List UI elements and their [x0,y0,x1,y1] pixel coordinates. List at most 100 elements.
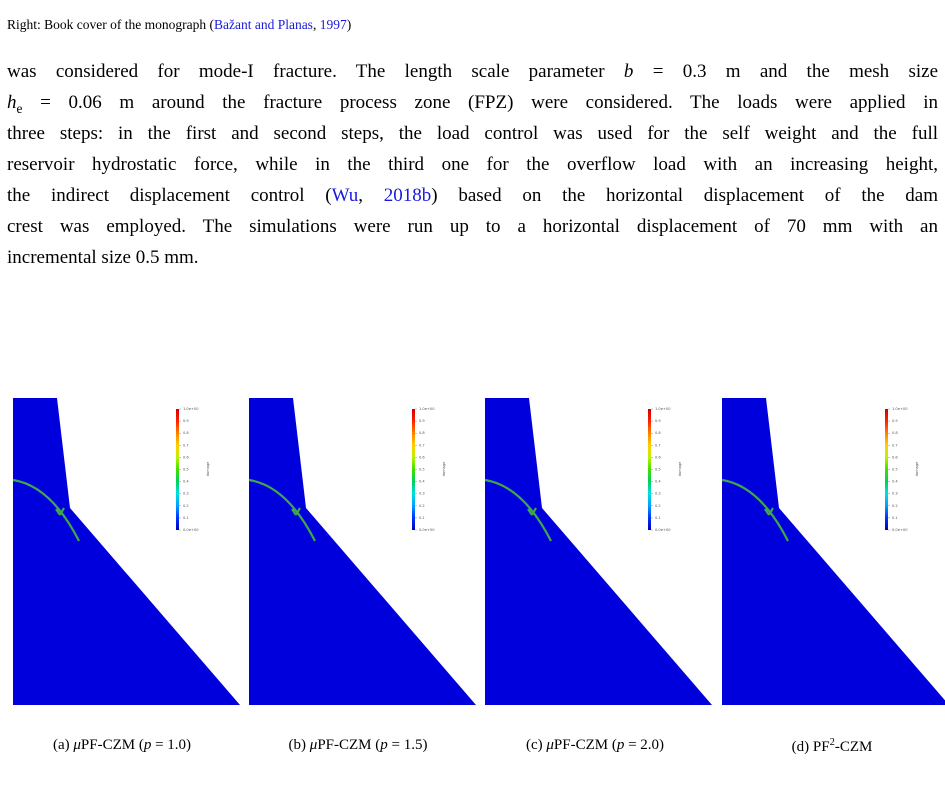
damage-contour-plot: 1.0e+00 0.9 0.8 0.7 0.6 0.5 0.4 0.3 0.2 0.1 0.0e+0… [249,398,476,705]
colorbar-label: 0.3 [892,492,898,496]
colorbar-label: 0.8 [183,431,189,435]
citation-link[interactable]: Bažant and Planas [213,17,313,32]
colorbar-label: 0.7 [892,443,898,447]
subfigure-caption: (c) μPF-CZM (p = 2.0) [477,737,713,754]
text-run: = 1.0) [151,737,192,753]
colorbar-label: 0.9 [419,419,425,423]
colorbar-title: damage [206,461,210,476]
text-run: μ [546,737,554,753]
text-run: ) [346,17,352,32]
text-run: μ [309,737,318,753]
colorbar-label: 0.4 [419,480,425,484]
colorbar-label: 0.5 [892,468,898,472]
colorbar-label: 0.1 [892,516,898,520]
crack [13,478,80,542]
crack [722,478,789,542]
text-line: three steps: in the first and second ste… [7,123,938,145]
text-run: p [616,737,625,753]
text-run: incremental size 0.5 mm. [7,247,199,268]
text-line: the indirect displacement control (Wu, 2… [7,185,938,207]
text-line: was considered for mode-I fracture. The … [7,61,938,83]
colorbar-label: 0.3 [183,492,189,496]
colorbar-label: 0.7 [183,443,189,447]
colorbar-label: 1.0e+00 [655,407,671,411]
colorbar-label: 0.2 [892,504,898,508]
colorbar-label: 0.1 [655,516,661,520]
damage-contour-plot: 1.0e+00 0.9 0.8 0.7 0.6 0.5 0.4 0.3 0.2 0.1 0.0e+0… [485,398,712,705]
damage-contour-plot: 1.0e+00 0.9 0.8 0.7 0.6 0.5 0.4 0.3 0.2 0.1 0.0e+0… [722,398,945,705]
subfigure-caption: (d) PF2-CZM [714,737,945,756]
text-run: Right: Book cover of the monograph ( [7,17,214,32]
dam-body [485,398,712,705]
dam-body [722,398,945,705]
text-run: was considered for mode-I fracture. The … [7,61,624,82]
colorbar-title: damage [442,461,446,476]
text-line: incremental size 0.5 mm. [7,247,938,269]
text-run: = 0.3 m and the mesh size [633,61,938,82]
colorbar-label: 0.5 [655,468,661,472]
colorbar [648,409,651,530]
colorbar-label: 0.2 [419,504,425,508]
colorbar [176,409,179,530]
colorbar-label: 0.4 [892,480,898,484]
subfigure-caption: (a) μPF-CZM (p = 1.0) [4,737,240,754]
colorbar-label: 0.2 [655,504,661,508]
text-run: h [7,92,17,113]
colorbar-label: 0.8 [419,431,425,435]
text-run: = 2.0) [624,737,665,753]
text-run: -CZM [834,739,873,755]
colorbar-label: 0.9 [655,419,661,423]
colorbar [412,409,415,530]
text-run: = 0.06 m around the fracture process zon… [22,92,938,113]
colorbar-label: 0.5 [419,468,425,472]
colorbar-label: 0.4 [655,480,661,484]
text-run: (c) [525,737,547,753]
colorbar-title: damage [915,461,919,476]
colorbar-label: 0.9 [892,419,898,423]
text-run: reservoir hydrostatic force, while in th… [7,154,938,175]
text-run: PF-CZM ( [80,737,144,753]
text-run: (a) [52,737,74,753]
colorbar-label: 0.4 [183,480,189,484]
colorbar-label: 0.8 [655,431,661,435]
text-run: b [623,61,634,82]
colorbar-label: 0.6 [892,455,898,459]
text-run: (b) [288,737,310,753]
colorbar-label: 1.0e+00 [892,407,908,411]
text-run: the indirect displacement control ( [7,185,332,206]
colorbar-label: 0.0e+00 [655,528,671,532]
subfigure-caption: (b) μPF-CZM (p = 1.5) [240,737,476,754]
colorbar-label: 1.0e+00 [419,407,435,411]
colorbar-label: 0.2 [183,504,189,508]
colorbar-label: 0.6 [419,455,425,459]
text-line: he = 0.06 m around the fracture process … [7,92,938,120]
citation-link[interactable]: 1997 [319,17,347,32]
text-run: μ [73,737,81,753]
colorbar-label: 1.0e+00 [183,407,199,411]
colorbar-label: 0.7 [419,443,425,447]
text-run: ) based on the horizontal displacement o… [431,185,939,206]
text-run: , [358,185,384,206]
text-run: three steps: in the first and second ste… [7,123,938,144]
colorbar-label: 0.7 [655,443,661,447]
colorbar-label: 0.0e+00 [419,528,435,532]
text-run: p [143,737,152,753]
citation-link[interactable]: Wu [331,185,359,206]
colorbar-label: 0.3 [419,492,425,496]
text-line: crest was employed. The simulations were… [7,216,938,238]
text-run: e [16,100,23,116]
figure-caption-previous: Right: Book cover of the monograph (Baža… [7,17,351,33]
colorbar-label: 0.3 [655,492,661,496]
dam-body [249,398,476,705]
text-run: crest was employed. The simulations were… [7,216,938,237]
text-line: reservoir hydrostatic force, while in th… [7,154,938,176]
colorbar-label: 0.0e+00 [892,528,908,532]
damage-contour-plot: 1.0e+00 0.9 0.8 0.7 0.6 0.5 0.4 0.3 0.2 0.1 0.0e+0… [13,398,240,705]
text-run: , [312,17,320,32]
text-run: PF-CZM ( [553,737,617,753]
text-run: = 1.5) [387,737,428,753]
text-run: 2 [829,737,835,748]
dam-body [13,398,240,705]
citation-link[interactable]: 2018b [383,185,432,206]
